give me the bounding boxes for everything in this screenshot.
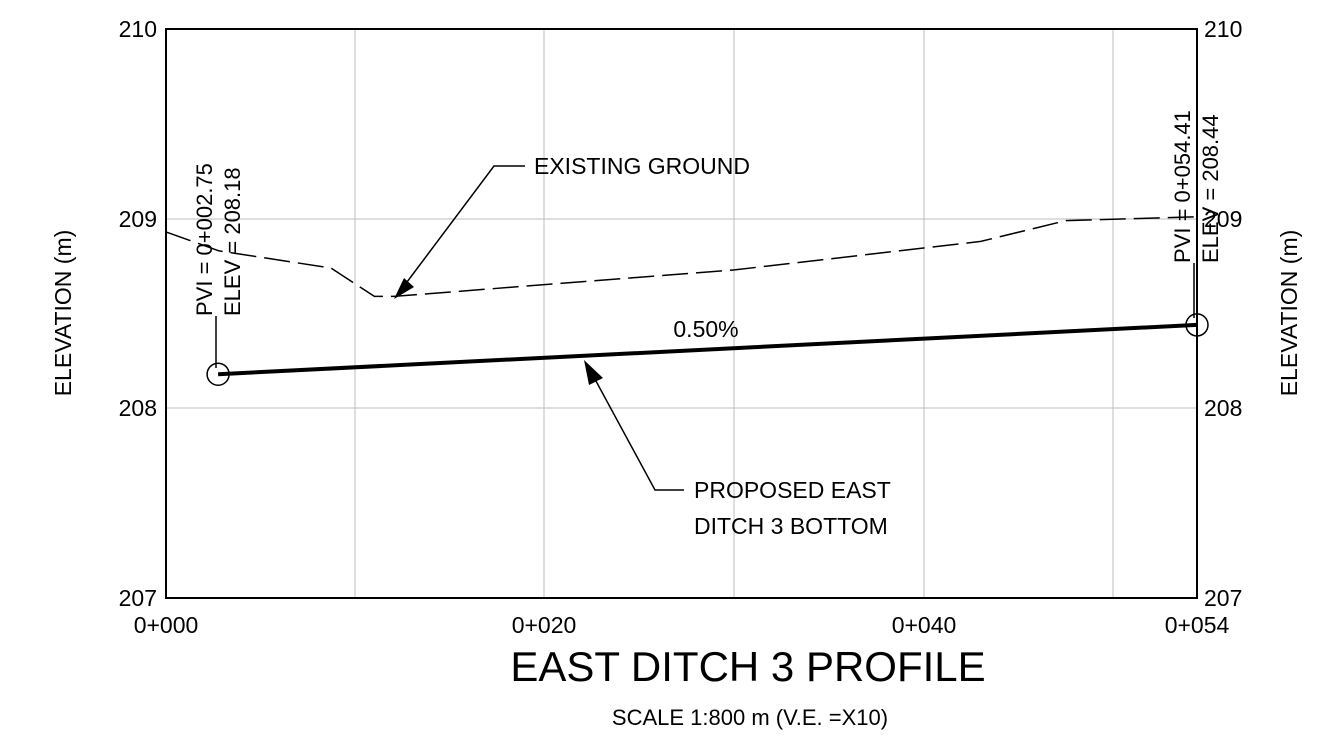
pvi-end-label: PVI = 0+054.41 ELEV = 208.44 — [1170, 110, 1223, 318]
existing-ground-line — [165, 216, 1198, 298]
grid-lines — [166, 29, 1197, 598]
pvi-end-marker — [1185, 313, 1209, 337]
existing-ground-arrowhead — [394, 278, 414, 299]
x-ticks: 0+000 0+020 0+040 0+054 — [134, 612, 1230, 638]
proposed-ditch-callout: PROPOSED EAST DITCH 3 BOTTOM — [584, 360, 891, 539]
proposed-ditch-leader — [589, 369, 684, 491]
y-tick-right-209: 209 — [1204, 206, 1242, 232]
pvi-start-elev: ELEV = 208.18 — [220, 167, 245, 316]
drawing-scale-subtitle: SCALE 1:800 m (V.E. =X10) — [612, 705, 888, 730]
y-tick-right-207: 207 — [1204, 585, 1242, 611]
pvi-start-label: PVI = 0+002.75 ELEV = 208.18 — [192, 163, 245, 368]
pvi-start-marker — [206, 362, 230, 386]
y-axis-title-right: ELEVATION (m) — [1276, 230, 1302, 397]
y-tick-left-210: 210 — [119, 16, 157, 42]
pvi-start-station: PVI = 0+002.75 — [192, 163, 217, 316]
proposed-ditch-arrowhead — [584, 360, 603, 385]
y-axis-title-left: ELEVATION (m) — [50, 230, 76, 397]
pvi-end-station: PVI = 0+054.41 — [1170, 110, 1195, 263]
y-tick-left-207: 207 — [119, 585, 157, 611]
proposed-ditch-label-line1: PROPOSED EAST — [694, 477, 891, 503]
drawing-title: EAST DITCH 3 PROFILE — [510, 643, 985, 690]
x-tick-0: 0+000 — [134, 612, 199, 638]
x-tick-40: 0+040 — [892, 612, 957, 638]
y-tick-left-209: 209 — [119, 206, 157, 232]
data-series — [165, 216, 1209, 386]
y-ticks-left: 207 208 209 210 — [119, 16, 157, 611]
pvi-end-elev: ELEV = 208.44 — [1198, 114, 1223, 263]
y-tick-right-208: 208 — [1204, 395, 1242, 421]
existing-ground-callout: EXISTING GROUND — [394, 153, 750, 299]
y-ticks-right: 207 208 209 210 — [1204, 16, 1242, 611]
proposed-ditch-label-line2: DITCH 3 BOTTOM — [694, 513, 888, 539]
x-tick-54: 0+054 — [1165, 612, 1230, 638]
grade-label: 0.50% — [673, 316, 738, 342]
proposed-ditch-bottom-line — [218, 322, 1198, 377]
y-tick-left-208: 208 — [119, 395, 157, 421]
existing-ground-leader — [400, 165, 525, 291]
y-tick-right-210: 210 — [1204, 16, 1242, 42]
plot-frame — [165, 28, 1198, 599]
x-tick-20: 0+020 — [512, 612, 577, 638]
existing-ground-label: EXISTING GROUND — [534, 153, 750, 179]
